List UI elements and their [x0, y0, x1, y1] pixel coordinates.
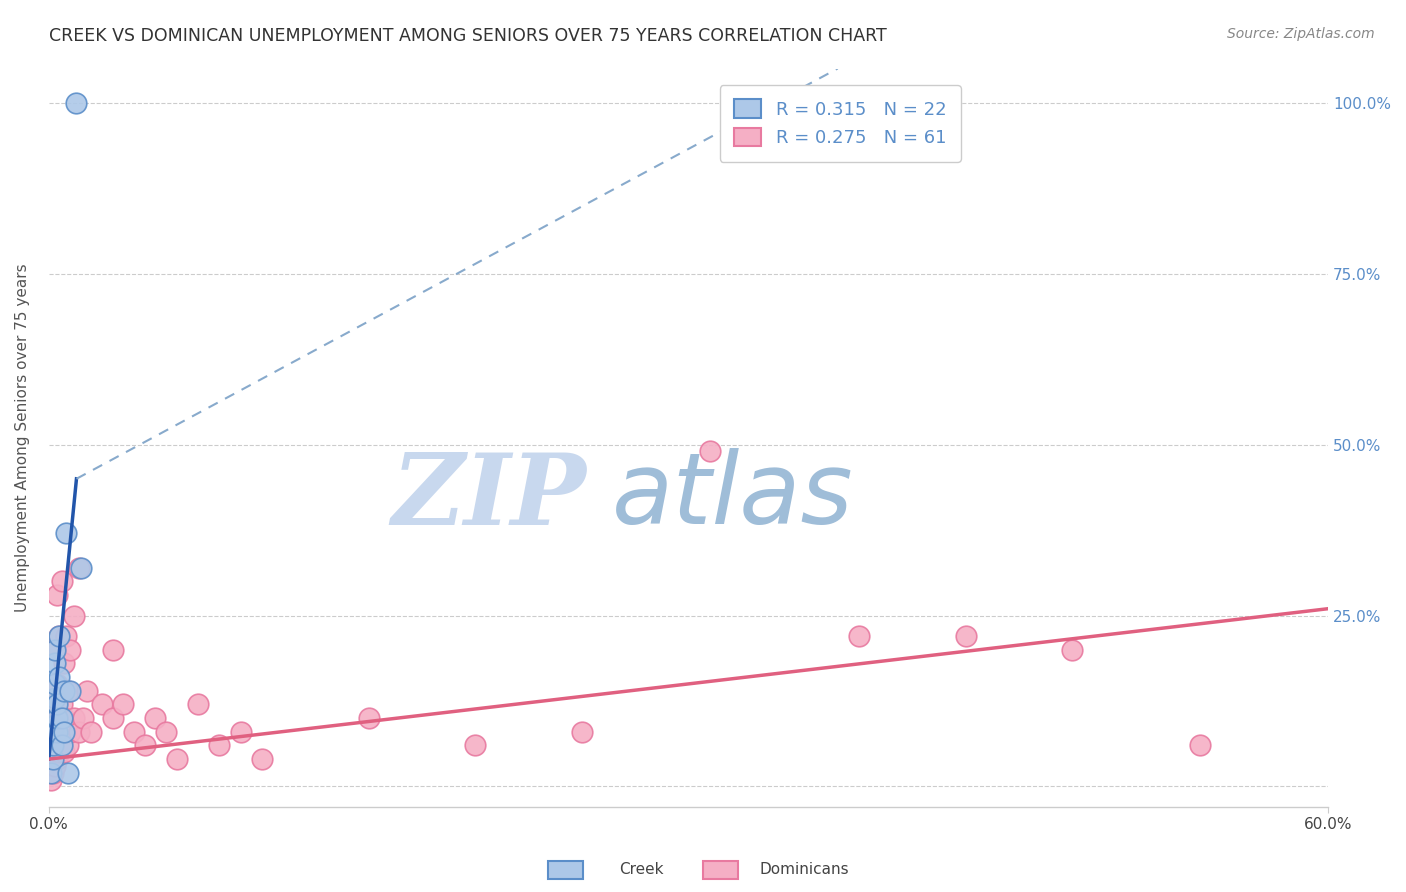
Point [65, 95, 87, 110]
Point [44, 718, 66, 732]
Point [91, 698, 114, 712]
Text: atlas: atlas [612, 449, 853, 545]
Point [955, 629, 977, 643]
Point [208, 739, 231, 753]
Point [55, 526, 77, 541]
Point [39, 731, 62, 746]
Point [55, 629, 77, 643]
Point [48, 629, 70, 643]
Y-axis label: Unemployment Among Seniors over 75 years: Unemployment Among Seniors over 75 years [15, 263, 30, 612]
Point [145, 711, 167, 725]
Point [76, 683, 98, 698]
Point [56, 739, 79, 753]
Point [48, 629, 70, 643]
Point [46, 677, 69, 691]
Point [55, 724, 77, 739]
Point [250, 752, 273, 766]
Point [56, 683, 79, 698]
Point [39, 772, 62, 787]
Point [39, 765, 62, 780]
Point [44, 683, 66, 698]
Point [51, 698, 73, 712]
Text: ZIP: ZIP [391, 449, 586, 545]
Point [46, 724, 69, 739]
Point [52, 711, 75, 725]
Point [101, 711, 124, 725]
Point [46, 711, 69, 725]
Point [52, 683, 75, 698]
Point [51, 711, 73, 725]
Point [63, 608, 86, 623]
Point [46, 724, 69, 739]
Point [44, 642, 66, 657]
Point [42, 739, 65, 753]
Point [59, 724, 82, 739]
Point [39, 759, 62, 773]
Point [571, 724, 593, 739]
Point [42, 765, 65, 780]
Point [44, 677, 66, 691]
Point [229, 724, 252, 739]
Point [67, 560, 90, 574]
Point [112, 698, 135, 712]
Point [357, 711, 380, 725]
Point [101, 642, 124, 657]
Point [44, 739, 66, 753]
Legend: R = 0.315   N = 22, R = 0.275   N = 61: R = 0.315 N = 22, R = 0.275 N = 61 [720, 85, 960, 161]
Point [42, 752, 65, 766]
Point [51, 739, 73, 753]
Point [1062, 642, 1084, 657]
Point [51, 574, 73, 589]
Point [122, 724, 145, 739]
Point [44, 718, 66, 732]
Point [46, 698, 69, 712]
Point [166, 752, 188, 766]
Point [187, 698, 209, 712]
Point [48, 745, 70, 759]
Point [59, 683, 82, 698]
Point [46, 588, 69, 602]
Point [155, 724, 177, 739]
Text: Creek: Creek [619, 863, 664, 877]
Point [44, 690, 66, 705]
Point [848, 629, 870, 643]
Point [46, 752, 69, 766]
Point [699, 444, 721, 458]
Text: CREEK VS DOMINICAN UNEMPLOYMENT AMONG SENIORS OVER 75 YEARS CORRELATION CHART: CREEK VS DOMINICAN UNEMPLOYMENT AMONG SE… [49, 27, 887, 45]
Point [44, 642, 66, 657]
Point [52, 724, 75, 739]
Point [44, 759, 66, 773]
Point [1189, 739, 1212, 753]
Point [72, 711, 94, 725]
Point [80, 724, 103, 739]
Point [134, 739, 156, 753]
Point [59, 642, 82, 657]
Point [52, 745, 75, 759]
Point [42, 739, 65, 753]
Point [63, 711, 86, 725]
Point [39, 745, 62, 759]
Point [42, 718, 65, 732]
Point [48, 670, 70, 684]
Point [67, 724, 90, 739]
Text: Dominicans: Dominicans [759, 863, 849, 877]
Point [464, 739, 486, 753]
Point [42, 698, 65, 712]
Text: Source: ZipAtlas.com: Source: ZipAtlas.com [1227, 27, 1375, 41]
Point [42, 752, 65, 766]
Point [44, 657, 66, 671]
Point [48, 711, 70, 725]
Point [52, 657, 75, 671]
Point [69, 560, 91, 574]
Point [56, 765, 79, 780]
Point [51, 739, 73, 753]
